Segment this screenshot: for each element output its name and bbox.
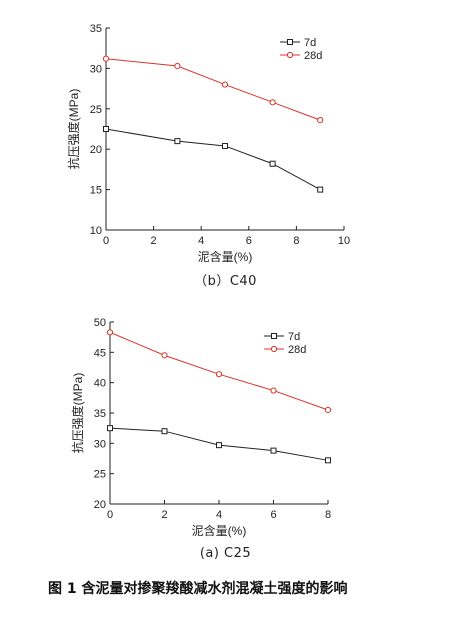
x-axis-title: 泥含量(%) <box>192 523 247 538</box>
data-point-28d <box>221 81 229 88</box>
x-tick-label: 4 <box>198 235 204 247</box>
y-tick-label: 30 <box>90 63 102 75</box>
figure-caption: 图 1 含泥量对掺聚羧酸减水剂混凝土强度的影响 <box>48 581 348 597</box>
x-tick-label: 2 <box>151 235 157 247</box>
data-point-7d <box>269 160 276 167</box>
data-point-7d <box>216 442 222 449</box>
y-tick-label: 30 <box>94 438 106 450</box>
data-point-7d <box>174 138 181 145</box>
legend-label-7d: 7d <box>288 331 300 343</box>
data-point-28d <box>102 55 110 62</box>
chart-subtitle-c25: (a) C25 <box>199 546 252 561</box>
data-point-7d <box>222 142 228 149</box>
x-tick-label: 8 <box>293 235 299 247</box>
data-point-28d <box>106 329 114 336</box>
x-tick-label: 0 <box>103 235 109 247</box>
data-point-28d <box>317 117 324 124</box>
x-axis-title: 泥含量(%) <box>198 249 253 264</box>
y-tick-label: 15 <box>90 185 102 197</box>
legend-label-7d: 7d <box>304 37 316 49</box>
x-tick-label: 0 <box>107 509 113 521</box>
y-axis-title: 抗压强度(MPa) <box>70 373 85 454</box>
y-tick-label: 25 <box>94 469 106 481</box>
y-axis-title: 抗压强度(MPa) <box>66 89 81 170</box>
data-point-28d <box>215 371 223 378</box>
x-tick-label: 4 <box>216 509 222 521</box>
chart-subtitle-c40: （b）C40 <box>194 274 257 289</box>
y-tick-label: 45 <box>94 347 106 359</box>
y-tick-label: 50 <box>94 317 106 329</box>
legend-label-28d: 28d <box>304 50 322 62</box>
x-tick-label: 6 <box>270 509 276 521</box>
y-tick-label: 35 <box>90 23 102 35</box>
data-point-7d <box>317 186 324 193</box>
x-tick-label: 6 <box>246 235 252 247</box>
legend-label-28d: 28d <box>288 344 306 356</box>
y-tick-label: 40 <box>94 378 106 390</box>
legend-marker-28d <box>286 51 294 59</box>
series-line-7d <box>105 128 321 191</box>
data-point-28d <box>174 62 181 70</box>
y-tick-label: 35 <box>94 408 106 420</box>
data-point-7d <box>107 425 113 432</box>
legend-marker-28d <box>270 345 278 353</box>
x-tick-label: 2 <box>161 509 167 521</box>
y-tick-label: 10 <box>90 225 102 237</box>
series-line-28d <box>105 58 321 121</box>
y-tick-label: 20 <box>90 144 102 156</box>
data-point-28d <box>161 352 168 359</box>
data-point-7d <box>103 126 109 132</box>
legend-marker-7d <box>287 39 293 45</box>
data-point-7d <box>270 447 277 454</box>
x-tick-label: 10 <box>338 235 350 247</box>
legend-marker-7d <box>271 333 277 339</box>
y-tick-label: 20 <box>94 499 106 511</box>
x-tick-label: 8 <box>325 509 331 521</box>
data-point-28d <box>270 387 277 394</box>
data-point-28d <box>324 406 332 414</box>
data-point-7d <box>161 428 168 435</box>
data-point-7d <box>325 457 331 464</box>
data-point-28d <box>269 99 276 106</box>
y-tick-label: 25 <box>90 104 102 116</box>
